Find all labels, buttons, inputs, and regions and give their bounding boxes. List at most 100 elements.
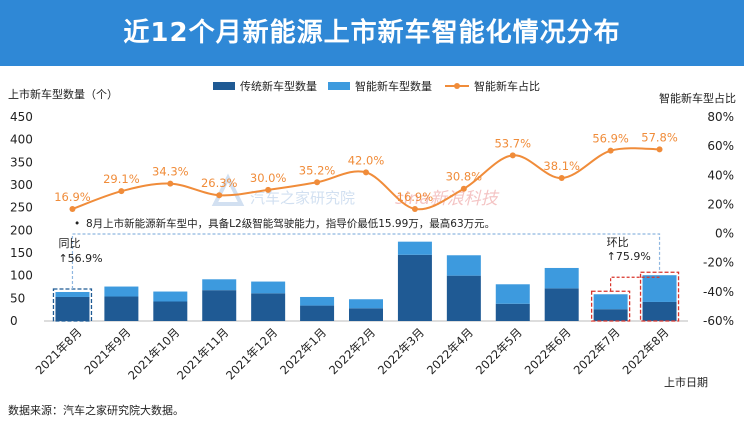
bar-smart	[397, 241, 432, 255]
y-right-tick-label: 40%	[707, 168, 734, 182]
mom-label: 环比	[607, 236, 629, 249]
x-tick-label: 2021年11月	[174, 325, 231, 382]
bar-smart	[349, 299, 383, 309]
line-group: 16.9% 29.1% 34.3% 26.3% 30.0% 35.2% 42.0% 16.9%…	[54, 130, 678, 212]
y-left-tick-label: 50	[10, 291, 25, 305]
y-right-tick-label: -60%	[703, 314, 734, 328]
x-tick-label: 2022年6月	[522, 325, 574, 377]
bar-traditional	[446, 275, 481, 321]
yoy-label: 同比	[58, 237, 80, 250]
y-right-tick-label: 0%	[715, 227, 734, 241]
share-data-label: 30.8%	[446, 170, 483, 184]
mom-connector	[610, 276, 660, 292]
share-point	[118, 188, 125, 195]
bar-smart	[153, 291, 188, 302]
share-point	[460, 185, 467, 192]
y-left-tick-label: 250	[10, 201, 33, 215]
share-data-label: 16.9%	[397, 190, 434, 204]
y-left-tick-label: 450	[10, 110, 33, 124]
yoy-value: ↑56.9%	[58, 252, 102, 265]
legend-label-smart: 智能新车型数量	[355, 79, 432, 93]
x-tick-label: 2021年8月	[33, 325, 85, 377]
share-data-label: 56.9%	[592, 132, 629, 146]
bar-smart	[251, 281, 286, 294]
legend-label-traditional: 传统新车型数量	[240, 79, 317, 93]
legend-label-share: 智能新车占比	[474, 79, 540, 93]
y-right-tick-label: 80%	[707, 110, 734, 124]
x-tick-label: 2022年7月	[571, 325, 623, 377]
share-data-label: 53.7%	[494, 136, 531, 150]
mom-value: ↑75.9%	[607, 250, 651, 263]
legend: 传统新车型数量 智能新车型数量 智能新车占比	[213, 79, 540, 93]
bar-smart	[446, 255, 481, 276]
y-left-tick-label: 300	[10, 178, 33, 192]
share-data-label: 30.0%	[250, 171, 287, 185]
y-right-tick-label: 60%	[707, 139, 734, 153]
bar-traditional	[544, 288, 579, 321]
bar-smart	[104, 286, 139, 297]
x-tick-label: 2021年12月	[223, 325, 280, 382]
share-data-label: 38.1%	[543, 159, 580, 173]
bar-smart	[593, 294, 628, 310]
bar-traditional	[251, 293, 286, 321]
share-data-label: 42.0%	[348, 153, 385, 167]
share-data-label: 34.3%	[152, 165, 189, 179]
y-axis-right-title: 智能新车型占比	[659, 91, 736, 105]
share-point	[265, 186, 272, 193]
share-point	[607, 147, 614, 154]
title-banner: 近12个月新能源上市新车智能化情况分布	[0, 0, 744, 66]
y-left-tick-label: 100	[10, 269, 33, 283]
bar-smart	[544, 267, 579, 289]
y-right-tick-label: -40%	[703, 285, 734, 299]
share-point	[69, 205, 76, 212]
bar-traditional	[202, 290, 237, 321]
legend-marker-share	[454, 83, 460, 89]
bars-group	[55, 241, 677, 321]
bar-smart	[55, 291, 90, 297]
bar-traditional	[55, 296, 90, 321]
bar-traditional	[642, 301, 677, 321]
y-left-tick-label: 150	[10, 246, 33, 260]
x-tick-label: 2022年5月	[473, 325, 525, 377]
bar-traditional	[349, 308, 383, 321]
share-point	[216, 192, 223, 199]
axes-group: 0 50 100 150 200 250 300 350 400 450 -60% -40% -20% 0…	[10, 110, 734, 328]
x-tick-label: 2021年10月	[125, 325, 182, 382]
page-title: 近12个月新能源上市新车智能化情况分布	[123, 18, 621, 48]
y-right-tick-label: 20%	[707, 197, 734, 211]
legend-swatch-traditional	[213, 82, 235, 90]
x-tick-label: 2022年2月	[326, 325, 378, 377]
legend-swatch-smart	[328, 82, 350, 90]
bar-traditional	[495, 303, 530, 321]
y-left-tick-label: 400	[10, 133, 33, 147]
source-note: 数据来源：汽车之家研究院大数据。	[8, 404, 184, 417]
share-data-label: 35.2%	[299, 163, 336, 177]
x-tick-label: 2022年3月	[375, 325, 427, 377]
share-point	[363, 169, 369, 176]
share-data-label: 26.3%	[201, 176, 238, 190]
bar-smart	[495, 284, 530, 304]
share-point	[411, 205, 418, 212]
share-data-label: 16.9%	[54, 190, 91, 204]
watermark-autohome-text: 汽车之家研究院	[250, 189, 355, 207]
annotation-note: 8月上市新能源新车型中，具备L2级智能驾驶能力，指导价最低15.99万，最高63…	[86, 217, 495, 230]
bar-traditional	[593, 309, 628, 321]
y-left-tick-label: 350	[10, 155, 33, 169]
x-tick-label: 2021年9月	[81, 325, 133, 377]
bar-smart	[642, 275, 677, 302]
share-point	[656, 146, 663, 153]
bar-traditional	[397, 254, 432, 321]
x-tick-label: 2022年4月	[424, 325, 476, 377]
share-point	[314, 179, 321, 186]
bar-smart	[300, 296, 335, 306]
share-data-label: 57.8%	[641, 130, 678, 144]
bar-traditional	[104, 296, 139, 321]
y-left-tick-label: 200	[10, 223, 33, 237]
y-right-tick-label: -20%	[703, 256, 734, 270]
combo-chart: 汽车之家研究院 sina新浪科技 传统新车型数量 智能新车型数量 智能新车占比 …	[8, 79, 736, 389]
share-point	[509, 152, 516, 159]
y-axis-left-title: 上市新车型数量（个）	[8, 87, 118, 101]
bar-traditional	[300, 305, 335, 321]
yoy-connector	[71, 233, 661, 289]
